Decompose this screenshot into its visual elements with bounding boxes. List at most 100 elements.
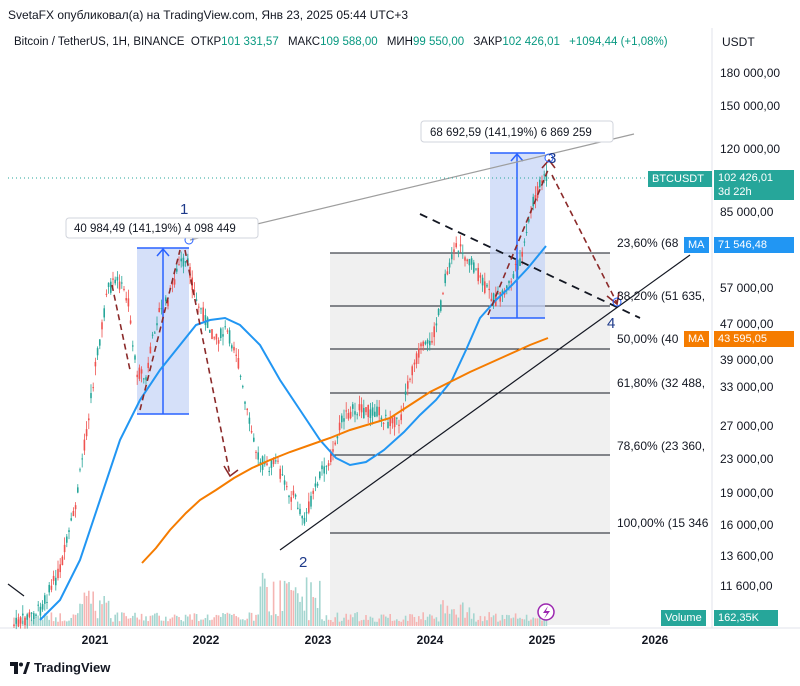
- tradingview-logo-icon: [10, 661, 30, 674]
- candle-body: [297, 507, 299, 509]
- lower-trendline[interactable]: [279, 254, 691, 551]
- candle-body: [462, 252, 464, 254]
- price-tick-label: 120 000,00: [720, 142, 780, 156]
- candle-body: [492, 293, 495, 303]
- volume-bar: [242, 619, 244, 626]
- btcusdt-price-tag[interactable]: 102 426,01 3d 22h: [714, 170, 794, 200]
- volume-bar: [264, 578, 266, 626]
- candle-body: [193, 290, 196, 292]
- candle-body: [363, 407, 365, 419]
- candle-body: [281, 474, 284, 476]
- volume-bar: [118, 621, 121, 626]
- ma-slow-tag[interactable]: 43 595,05: [714, 331, 794, 347]
- volume-bar: [404, 615, 407, 626]
- candle-body: [215, 333, 218, 340]
- ohlc-open-value: 101 331,57: [221, 36, 279, 48]
- ma-fast-line[interactable]: [39, 245, 547, 621]
- volume-bar: [393, 620, 396, 626]
- time-tick-label: 2023: [305, 633, 332, 647]
- candle-body: [523, 241, 526, 243]
- candle-body: [33, 613, 35, 619]
- volume-bar: [442, 600, 444, 626]
- descending-channel-line[interactable]: [419, 213, 641, 319]
- volume-bar: [48, 619, 50, 626]
- ma-fast-label: MA: [688, 239, 705, 251]
- ma-slow-line[interactable]: [141, 337, 549, 564]
- volume-bar: [389, 613, 391, 626]
- volume-bar: [112, 621, 114, 626]
- candle-body: [437, 308, 440, 316]
- volume-bar: [173, 614, 176, 626]
- upper-trendline[interactable]: [189, 133, 635, 241]
- candle-body: [451, 254, 453, 260]
- candle-body: [13, 624, 15, 626]
- volume-bar: [200, 619, 202, 626]
- candle-body: [468, 259, 471, 266]
- candle-body: [374, 411, 376, 417]
- candle-body: [66, 536, 68, 543]
- candle-body: [19, 617, 22, 624]
- candle-body: [81, 458, 83, 460]
- candle-body: [349, 411, 352, 419]
- candle-body: [28, 612, 31, 617]
- price-change: +1094,44 (+1,08%): [569, 36, 668, 48]
- volume-bar: [382, 614, 385, 626]
- candle-body: [321, 465, 323, 470]
- measure-label-1: 40 984,49 (141,19%) 4 098 449: [74, 223, 236, 235]
- volume-bar: [506, 614, 508, 626]
- volume-bar: [220, 616, 222, 626]
- volume-bar: [497, 621, 499, 626]
- volume-bar: [532, 617, 534, 626]
- volume-bar: [352, 617, 354, 626]
- volume-bar: [57, 621, 59, 626]
- btcusdt-tag[interactable]: BTCUSDT: [648, 171, 712, 187]
- volume-bar: [13, 617, 15, 626]
- volume-bar: [259, 586, 262, 626]
- candle-body: [422, 341, 424, 347]
- candle-body: [235, 354, 237, 356]
- price-axis-labels[interactable]: 180 000,00 150 000,00 120 000,00 85 000,00 5…: [720, 66, 780, 593]
- volume-bar: [41, 619, 44, 626]
- candle-body: [217, 340, 220, 344]
- candle-body: [283, 480, 286, 485]
- volume-bar: [407, 620, 409, 626]
- candle-body: [506, 285, 508, 289]
- candle-body: [149, 346, 152, 354]
- candle-body: [539, 179, 541, 188]
- volume-bar: [327, 619, 330, 626]
- volume-bar: [37, 615, 39, 626]
- volume-bar: [237, 617, 240, 626]
- volume-bar: [528, 620, 530, 626]
- volume-tag[interactable]: 162,35K: [714, 610, 778, 626]
- candle-body: [92, 387, 94, 389]
- volume-bar: [279, 580, 281, 626]
- candle-body: [459, 244, 462, 247]
- volume-bar: [374, 621, 376, 626]
- candle-body: [314, 483, 317, 487]
- candle-body: [396, 417, 398, 419]
- volume-bar: [191, 619, 193, 626]
- volume-bar: [360, 620, 363, 626]
- brand-logo[interactable]: TradingView: [10, 660, 110, 675]
- volume-bar: [147, 621, 149, 626]
- volume-bar: [341, 620, 343, 626]
- candle-body: [387, 422, 389, 428]
- candle-body: [213, 337, 215, 339]
- volume-bar: [514, 613, 517, 626]
- volume-bar: [347, 619, 350, 626]
- volume-bar: [70, 617, 72, 626]
- ma-fast-tag[interactable]: 71 546,48: [714, 237, 794, 253]
- candle-body: [226, 330, 229, 332]
- candle-body: [96, 348, 99, 356]
- candle-body: [250, 431, 253, 433]
- candle-body: [182, 257, 185, 267]
- volume-bar: [257, 614, 259, 626]
- volume-bar: [475, 621, 477, 626]
- currency-label[interactable]: USDT: [722, 35, 755, 49]
- volume-bar: [110, 618, 112, 626]
- volume-bar: [145, 616, 147, 626]
- candle-body: [389, 418, 391, 427]
- published-line: SvetaFX опубликовал(а) на TradingView.co…: [8, 8, 409, 22]
- time-axis-labels[interactable]: 2021 2022 2023 2024 2025 2026: [82, 633, 669, 647]
